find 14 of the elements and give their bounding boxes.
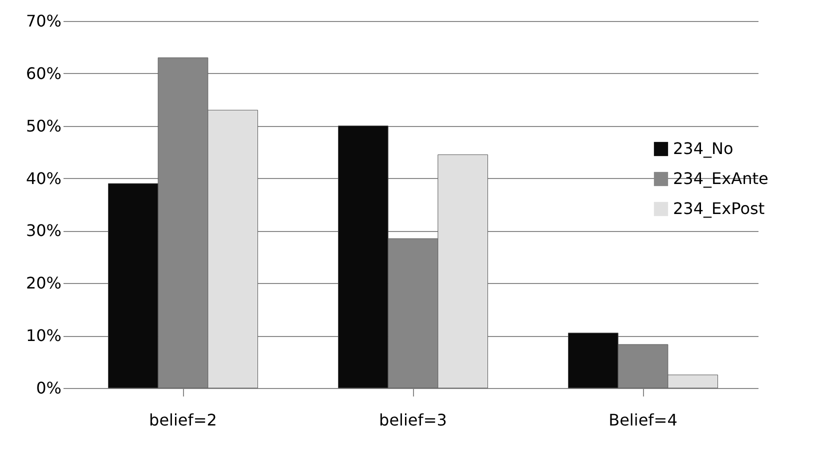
y-tick-label: 20% <box>26 274 62 293</box>
y-tick-label: 50% <box>26 116 62 136</box>
x-tick-label: belief=3 <box>379 410 447 430</box>
legend-label: 234_No <box>673 139 734 158</box>
legend-label: 234_ExPost <box>673 199 765 218</box>
y-tick-label: 60% <box>26 64 62 83</box>
legend-label: 234_ExAnte <box>673 169 768 188</box>
x-tick-label: belief=2 <box>149 410 217 430</box>
y-tick-label: 40% <box>26 168 62 188</box>
y-tick-label: 30% <box>26 221 62 240</box>
y-tick-label: 0% <box>36 378 62 398</box>
x-tick-label: Belief=4 <box>608 410 678 430</box>
y-tick-label: 70% <box>26 12 62 30</box>
y-tick-label: 10% <box>26 326 62 346</box>
